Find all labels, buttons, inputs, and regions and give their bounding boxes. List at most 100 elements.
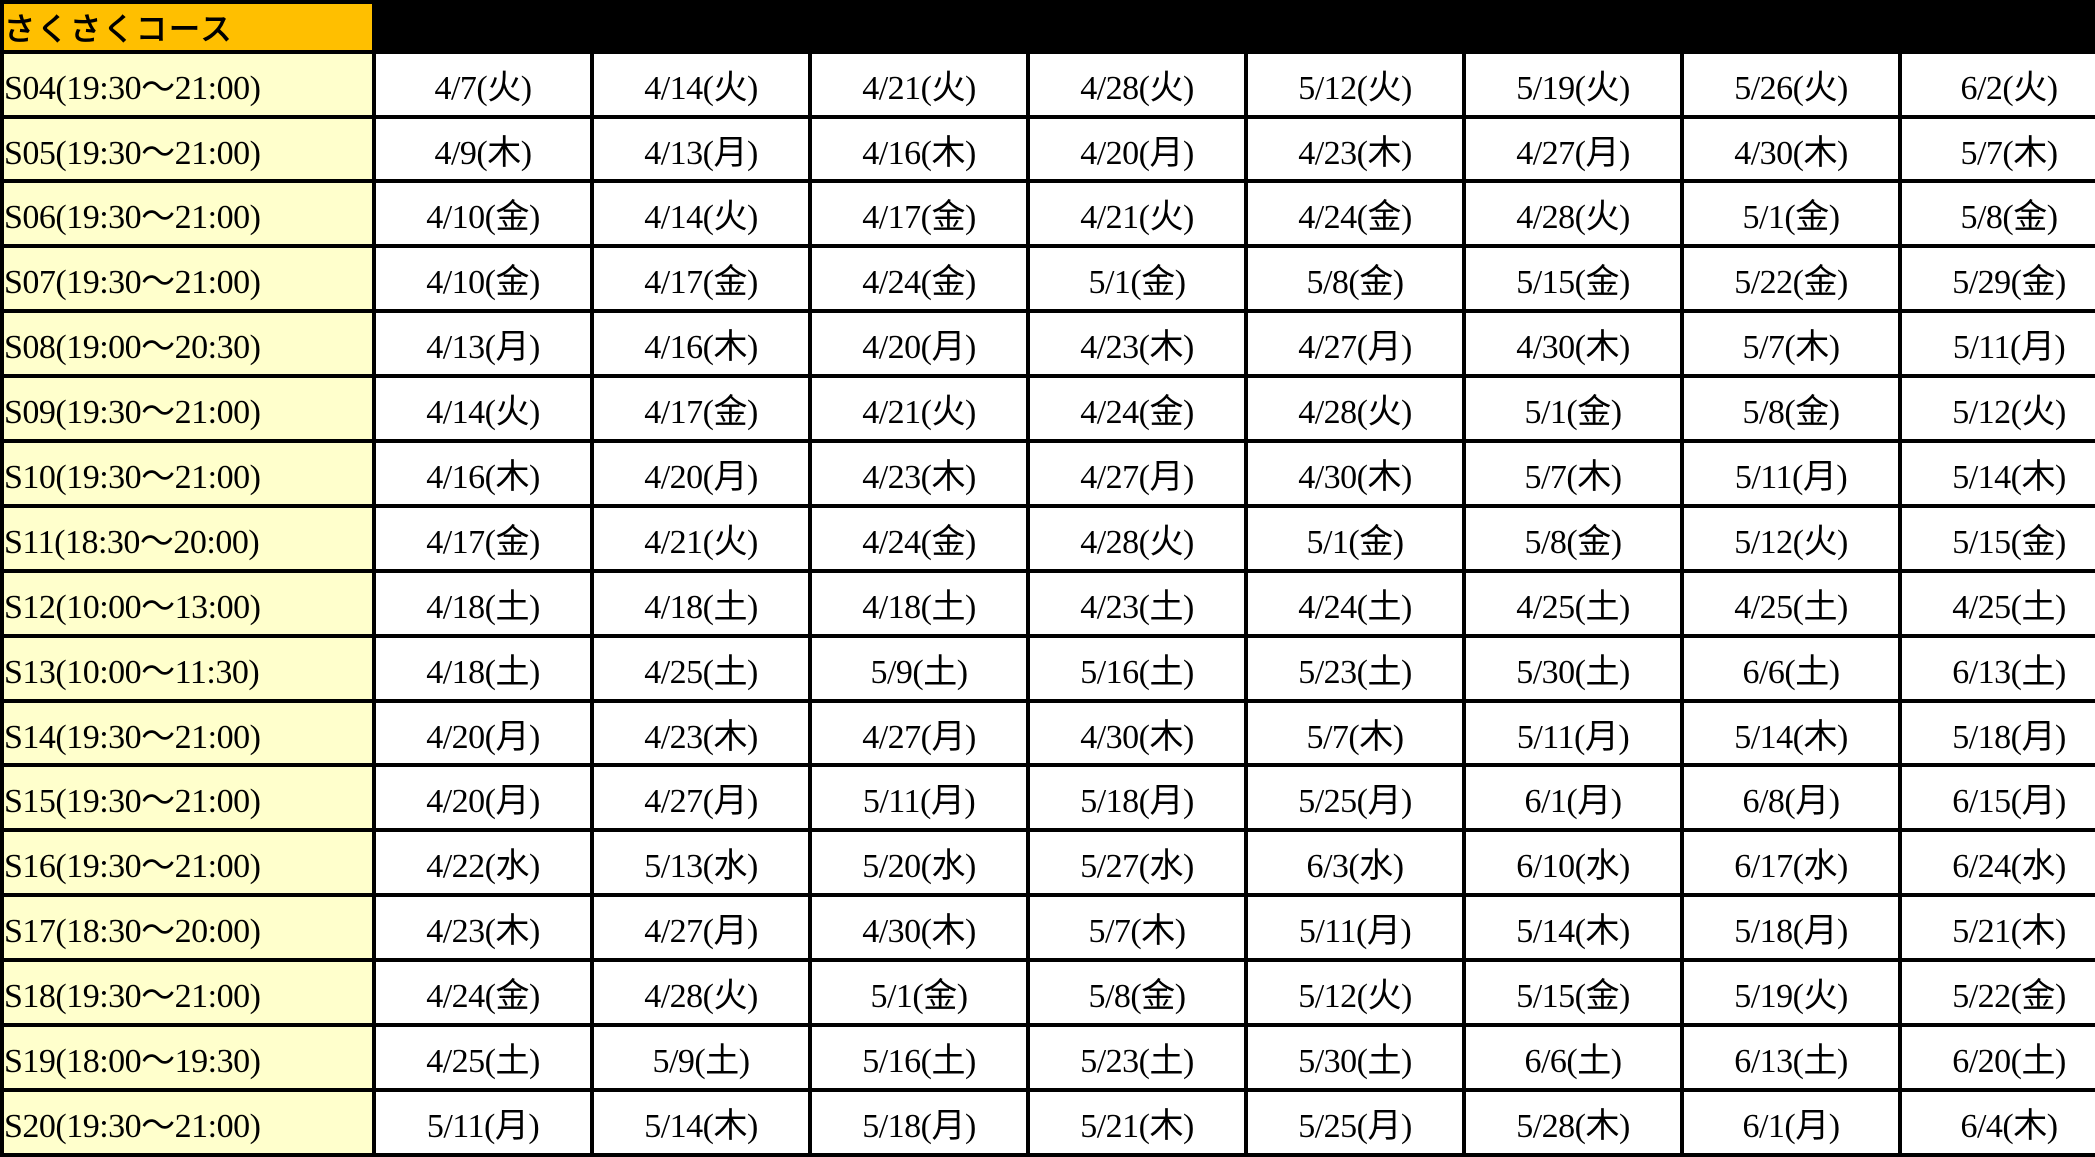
session-date-cell: 4/24(金): [812, 507, 1026, 569]
session-date-cell: 4/30(木): [812, 897, 1026, 959]
session-date-cell: 4/20(月): [1030, 118, 1244, 180]
session-date-cell: 5/7(木): [1684, 313, 1898, 375]
course-label-cell: S08(19:00〜20:30): [4, 313, 372, 375]
session-date-cell: 5/8(金): [1248, 248, 1462, 310]
session-date-cell: 5/11(月): [1248, 897, 1462, 959]
session-date-cell: 4/28(火): [1030, 53, 1244, 115]
session-date-cell: 4/9(木): [376, 118, 590, 180]
session-date-cell: 4/7(火): [376, 53, 590, 115]
session-date-cell: 5/11(月): [376, 1091, 590, 1153]
session-date-cell: 5/7(木): [1902, 118, 2095, 180]
course-label-cell: S09(19:30〜21:00): [4, 378, 372, 440]
session-date-cell: 4/30(木): [1248, 443, 1462, 504]
session-date-cell: 5/7(木): [1030, 897, 1244, 959]
session-date-cell: 4/27(月): [594, 897, 808, 959]
course-label-cell: S11(18:30〜20:00): [4, 507, 372, 569]
session-date-cell: 6/6(土): [1684, 637, 1898, 699]
session-date-cell: 4/21(火): [812, 378, 1026, 440]
table-row: S19(18:00〜19:30) 4/25(土) 5/9(土) 5/16(土) 5/23…: [4, 1027, 2095, 1088]
course-label-cell: S20(19:30〜21:00): [4, 1091, 372, 1153]
session-date-cell: 5/12(火): [1248, 962, 1462, 1024]
session-date-cell: 4/17(金): [594, 248, 808, 310]
session-date-cell: 6/1(月): [1684, 1091, 1898, 1153]
table-row: S09(19:30〜21:00) 4/14(火) 4/17(金) 4/21(火) 4/2…: [4, 378, 2095, 440]
session-date-cell: 5/13(水): [594, 832, 808, 894]
session-date-cell: 5/14(木): [1684, 702, 1898, 764]
session-date-cell: 5/29(金): [1902, 248, 2095, 310]
session-date-cell: 5/30(土): [1248, 1027, 1462, 1088]
session-date-cell: 4/24(金): [1030, 378, 1244, 440]
table-row: S13(10:00〜11:30) 4/18(土) 4/25(土) 5/9(土) 5/16…: [4, 637, 2095, 699]
session-date-cell: 5/19(火): [1684, 962, 1898, 1024]
course-label-cell: S07(19:30〜21:00): [4, 248, 372, 310]
course-label-cell: S05(19:30〜21:00): [4, 118, 372, 180]
session-date-cell: 6/6(土): [1466, 1027, 1680, 1088]
session-date-cell: 5/18(月): [812, 1091, 1026, 1153]
session-date-cell: 5/20(水): [812, 832, 1026, 894]
session-date-cell: 6/10(水): [1466, 832, 1680, 894]
session-date-cell: 6/2(火): [1902, 53, 2095, 115]
table-row: S16(19:30〜21:00) 4/22(水) 5/13(水) 5/20(水) 5/2…: [4, 832, 2095, 894]
session-date-cell: 4/14(火): [594, 183, 808, 245]
session-date-cell: 5/22(金): [1902, 962, 2095, 1024]
session-date-cell: 5/8(金): [1902, 183, 2095, 245]
session-date-cell: 4/14(火): [376, 378, 590, 440]
session-date-cell: 5/11(月): [1684, 443, 1898, 504]
session-date-cell: 5/8(金): [1466, 507, 1680, 569]
table-row: S20(19:30〜21:00) 5/11(月) 5/14(木) 5/18(月) 5/2…: [4, 1091, 2095, 1153]
session-date-cell: 5/18(月): [1030, 767, 1244, 829]
session-date-cell: 4/24(金): [376, 962, 590, 1024]
table-row: S15(19:30〜21:00) 4/20(月) 4/27(月) 5/11(月) 5/1…: [4, 767, 2095, 829]
session-date-cell: 6/1(月): [1466, 767, 1680, 829]
session-date-cell: 5/26(火): [1684, 53, 1898, 115]
session-date-cell: 5/22(金): [1684, 248, 1898, 310]
session-date-cell: 4/17(金): [376, 507, 590, 569]
session-date-cell: 5/1(金): [812, 962, 1026, 1024]
session-date-cell: 4/27(月): [1030, 443, 1244, 504]
session-date-cell: 4/18(土): [594, 572, 808, 634]
session-date-cell: 5/23(土): [1030, 1027, 1244, 1088]
session-date-cell: 5/14(木): [1466, 897, 1680, 959]
course-label-cell: S14(19:30〜21:00): [4, 702, 372, 764]
session-date-cell: 4/27(月): [812, 702, 1026, 764]
session-date-cell: 5/18(月): [1902, 702, 2095, 764]
session-date-cell: 6/13(土): [1684, 1027, 1898, 1088]
course-label-cell: S06(19:30〜21:00): [4, 183, 372, 245]
table-body: さくさくコース S04(19:30〜21:00) 4/7(火) 4/14(火) 4/2…: [4, 4, 2095, 1153]
session-date-cell: 4/13(月): [594, 118, 808, 180]
session-date-cell: 4/18(土): [376, 637, 590, 699]
session-date-cell: 4/20(月): [376, 702, 590, 764]
session-date-cell: 4/23(木): [594, 702, 808, 764]
session-date-cell: 4/10(金): [376, 183, 590, 245]
table-row: S18(19:30〜21:00) 4/24(金) 4/28(火) 5/1(金) 5/8(…: [4, 962, 2095, 1024]
session-date-cell: 4/20(月): [594, 443, 808, 504]
table-row: S17(18:30〜20:00) 4/23(木) 4/27(月) 4/30(木) 5/7…: [4, 897, 2095, 959]
session-date-cell: 4/20(月): [376, 767, 590, 829]
session-date-cell: 4/24(金): [812, 248, 1026, 310]
table-row: S06(19:30〜21:00) 4/10(金) 4/14(火) 4/17(金) 4/2…: [4, 183, 2095, 245]
session-date-cell: 5/1(金): [1030, 248, 1244, 310]
session-date-cell: 5/8(金): [1684, 378, 1898, 440]
session-date-cell: 4/20(月): [812, 313, 1026, 375]
session-date-cell: 5/21(木): [1902, 897, 2095, 959]
session-date-cell: 4/16(木): [376, 443, 590, 504]
session-date-cell: 4/27(月): [594, 767, 808, 829]
header-blank-cell: [376, 4, 2095, 50]
session-date-cell: 4/24(土): [1248, 572, 1462, 634]
session-date-cell: 4/23(木): [1248, 118, 1462, 180]
session-date-cell: 4/25(土): [376, 1027, 590, 1088]
session-date-cell: 4/17(金): [594, 378, 808, 440]
course-label-cell: S13(10:00〜11:30): [4, 637, 372, 699]
session-date-cell: 6/17(水): [1684, 832, 1898, 894]
session-date-cell: 4/23(木): [812, 443, 1026, 504]
session-date-cell: 5/9(土): [594, 1027, 808, 1088]
session-date-cell: 4/16(木): [594, 313, 808, 375]
session-date-cell: 6/8(月): [1684, 767, 1898, 829]
session-date-cell: 5/19(火): [1466, 53, 1680, 115]
session-date-cell: 4/28(火): [1466, 183, 1680, 245]
session-date-cell: 6/4(木): [1902, 1091, 2095, 1153]
session-date-cell: 5/1(金): [1684, 183, 1898, 245]
session-date-cell: 5/11(月): [812, 767, 1026, 829]
session-date-cell: 4/23(木): [376, 897, 590, 959]
session-date-cell: 4/25(土): [1902, 572, 2095, 634]
